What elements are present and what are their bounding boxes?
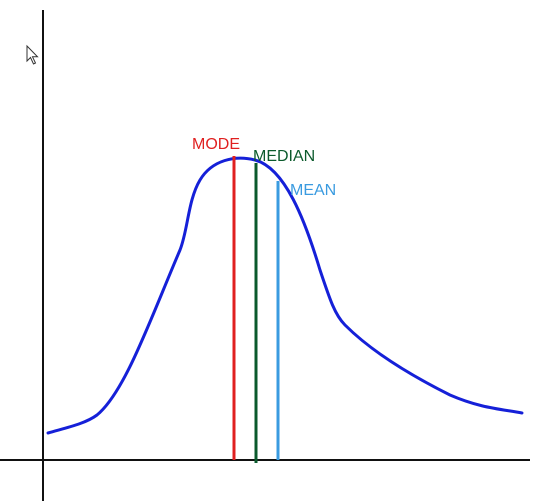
mean-label: MEAN: [290, 182, 336, 199]
mouse-pointer-icon: [26, 44, 39, 65]
distribution-curve: [46, 156, 524, 435]
mode-label: MODE: [192, 136, 240, 153]
median-label: MEDIAN: [253, 148, 315, 165]
